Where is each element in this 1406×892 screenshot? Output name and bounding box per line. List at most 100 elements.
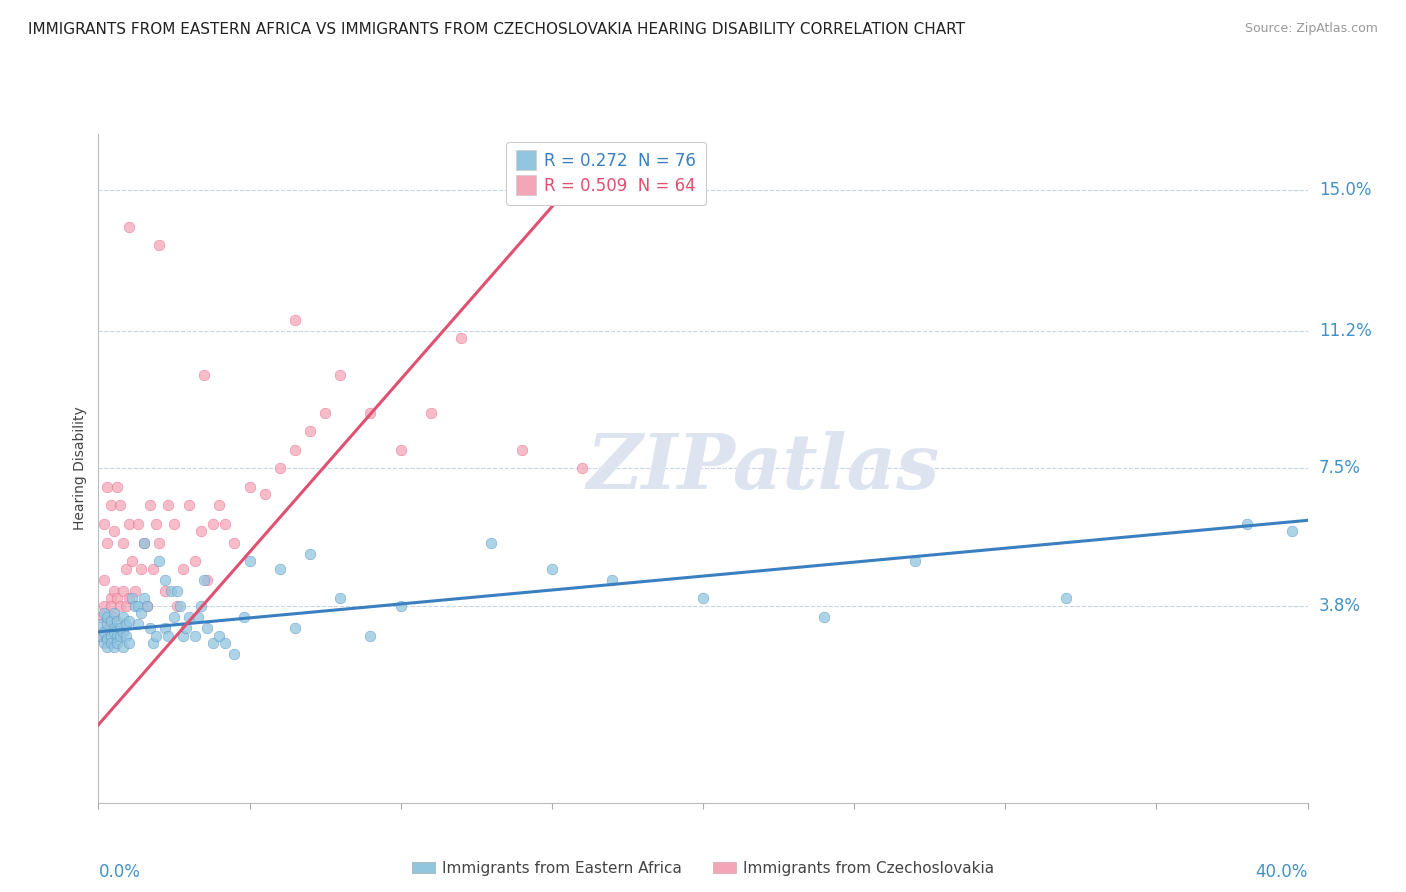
Point bbox=[190, 599, 212, 613]
Point bbox=[163, 517, 186, 532]
Point bbox=[139, 499, 162, 513]
Point bbox=[105, 636, 128, 650]
Legend: Immigrants from Eastern Africa, Immigrants from Czechoslovakia: Immigrants from Eastern Africa, Immigran… bbox=[405, 855, 1001, 882]
Point bbox=[96, 480, 118, 494]
Point bbox=[108, 629, 131, 643]
Point bbox=[111, 610, 134, 624]
Point bbox=[1281, 524, 1303, 539]
Point bbox=[121, 554, 143, 568]
Point bbox=[360, 406, 382, 420]
Point bbox=[202, 517, 225, 532]
Point bbox=[111, 640, 134, 654]
Point bbox=[195, 621, 218, 635]
Point bbox=[184, 629, 207, 643]
Point bbox=[269, 562, 291, 576]
Point bbox=[135, 599, 157, 613]
Text: IMMIGRANTS FROM EASTERN AFRICA VS IMMIGRANTS FROM CZECHOSLOVAKIA HEARING DISABIL: IMMIGRANTS FROM EASTERN AFRICA VS IMMIGR… bbox=[28, 22, 965, 37]
Point bbox=[193, 368, 215, 383]
Point bbox=[163, 610, 186, 624]
Point bbox=[118, 591, 141, 606]
Point bbox=[166, 599, 188, 613]
Point bbox=[103, 640, 125, 654]
Point bbox=[142, 562, 165, 576]
Point bbox=[103, 524, 125, 539]
Point bbox=[142, 636, 165, 650]
Point bbox=[481, 535, 503, 549]
Point bbox=[208, 629, 231, 643]
Point bbox=[124, 584, 146, 599]
Point bbox=[139, 621, 162, 635]
Point bbox=[148, 238, 170, 252]
Point bbox=[692, 591, 714, 606]
Point bbox=[93, 636, 115, 650]
Point bbox=[127, 599, 149, 613]
Point bbox=[132, 535, 155, 549]
Point bbox=[214, 636, 236, 650]
Point bbox=[90, 629, 112, 643]
Point bbox=[114, 617, 136, 632]
Point bbox=[187, 610, 209, 624]
Point bbox=[360, 629, 382, 643]
Point bbox=[153, 573, 176, 587]
Point bbox=[121, 591, 143, 606]
Point bbox=[299, 547, 322, 561]
Point bbox=[96, 640, 118, 654]
Point bbox=[284, 312, 307, 326]
Point bbox=[314, 406, 336, 420]
Point bbox=[105, 591, 128, 606]
Point bbox=[100, 499, 122, 513]
Point bbox=[602, 573, 624, 587]
Point bbox=[195, 573, 218, 587]
Point bbox=[202, 636, 225, 650]
Point bbox=[111, 624, 134, 639]
Point bbox=[108, 621, 131, 635]
Point bbox=[419, 406, 441, 420]
Point bbox=[172, 562, 194, 576]
Point bbox=[299, 424, 322, 438]
Text: ZIPatlas: ZIPatlas bbox=[586, 432, 941, 505]
Point bbox=[90, 610, 112, 624]
Point bbox=[160, 584, 183, 599]
Point bbox=[127, 517, 149, 532]
Point bbox=[389, 599, 412, 613]
Point bbox=[100, 591, 122, 606]
Point bbox=[269, 461, 291, 475]
Point bbox=[1236, 517, 1258, 532]
Point bbox=[103, 584, 125, 599]
Point bbox=[105, 480, 128, 494]
Point bbox=[118, 636, 141, 650]
Point bbox=[193, 573, 215, 587]
Point bbox=[253, 487, 276, 501]
Point bbox=[100, 599, 122, 613]
Point bbox=[129, 562, 152, 576]
Point bbox=[103, 610, 125, 624]
Point bbox=[90, 617, 112, 632]
Point bbox=[93, 624, 115, 639]
Text: 40.0%: 40.0% bbox=[1256, 863, 1308, 881]
Point bbox=[224, 647, 246, 661]
Y-axis label: Hearing Disability: Hearing Disability bbox=[73, 407, 87, 530]
Point bbox=[329, 368, 352, 383]
Point bbox=[813, 610, 835, 624]
Point bbox=[148, 554, 170, 568]
Point bbox=[93, 599, 115, 613]
Point bbox=[108, 599, 131, 613]
Point bbox=[184, 554, 207, 568]
Point bbox=[114, 599, 136, 613]
Point bbox=[389, 442, 412, 457]
Point bbox=[510, 442, 533, 457]
Point bbox=[284, 621, 307, 635]
Point bbox=[132, 591, 155, 606]
Point bbox=[118, 614, 141, 628]
Point bbox=[103, 607, 125, 621]
Point bbox=[239, 554, 262, 568]
Point bbox=[172, 629, 194, 643]
Point bbox=[284, 442, 307, 457]
Text: Source: ZipAtlas.com: Source: ZipAtlas.com bbox=[1244, 22, 1378, 36]
Point bbox=[96, 632, 118, 647]
Point bbox=[169, 599, 191, 613]
Point bbox=[214, 517, 236, 532]
Point bbox=[100, 629, 122, 643]
Point bbox=[1054, 591, 1077, 606]
Point bbox=[96, 621, 118, 635]
